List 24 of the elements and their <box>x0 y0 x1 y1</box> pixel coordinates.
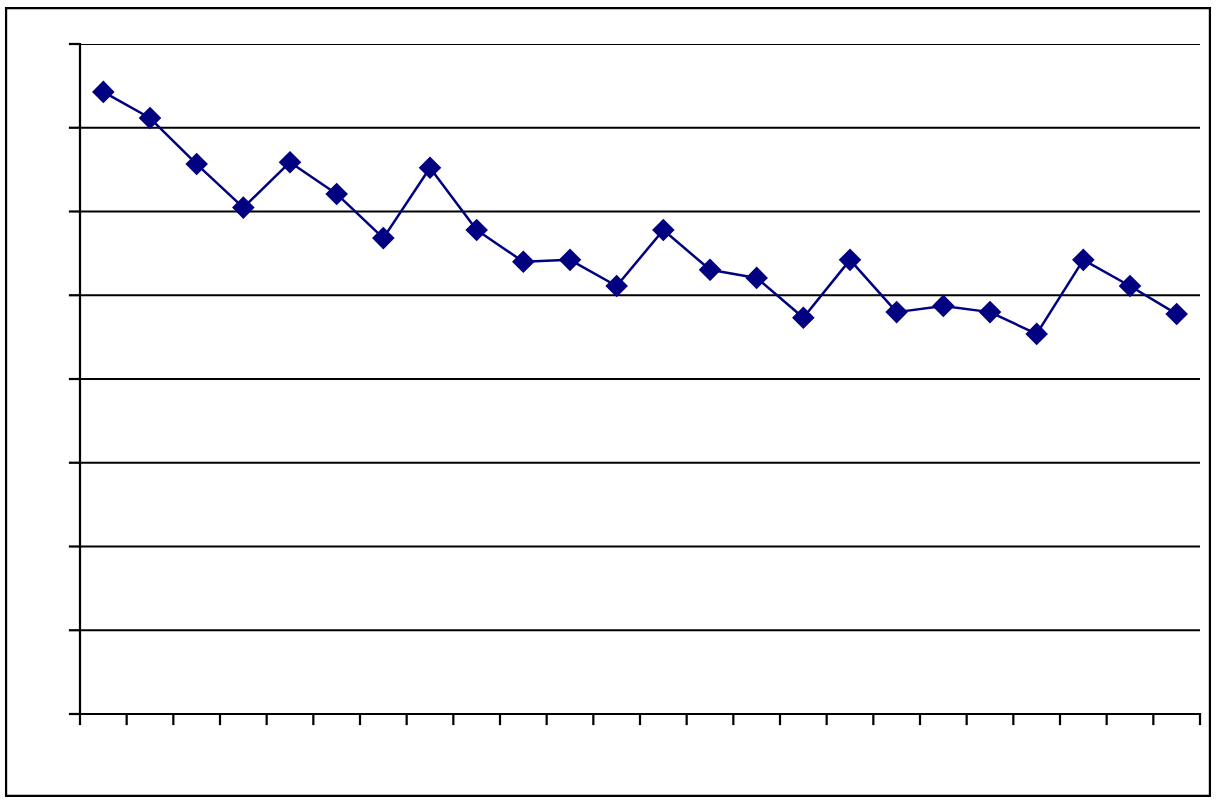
point <box>885 301 908 323</box>
point <box>92 81 115 103</box>
point <box>979 301 1001 323</box>
point <box>839 249 861 271</box>
point <box>792 306 815 329</box>
point <box>1072 249 1095 271</box>
point <box>932 295 955 317</box>
point <box>465 219 488 241</box>
point <box>325 183 348 205</box>
point <box>232 196 255 219</box>
point <box>1165 303 1188 325</box>
point <box>559 249 581 271</box>
point <box>652 219 675 241</box>
point <box>745 267 768 289</box>
point <box>1025 323 1048 345</box>
point <box>279 151 301 174</box>
point <box>372 227 395 249</box>
point <box>512 250 535 273</box>
point <box>605 275 628 297</box>
point <box>139 107 161 129</box>
point <box>419 156 441 179</box>
point <box>699 258 721 281</box>
point <box>185 153 208 175</box>
point <box>1119 275 1141 297</box>
